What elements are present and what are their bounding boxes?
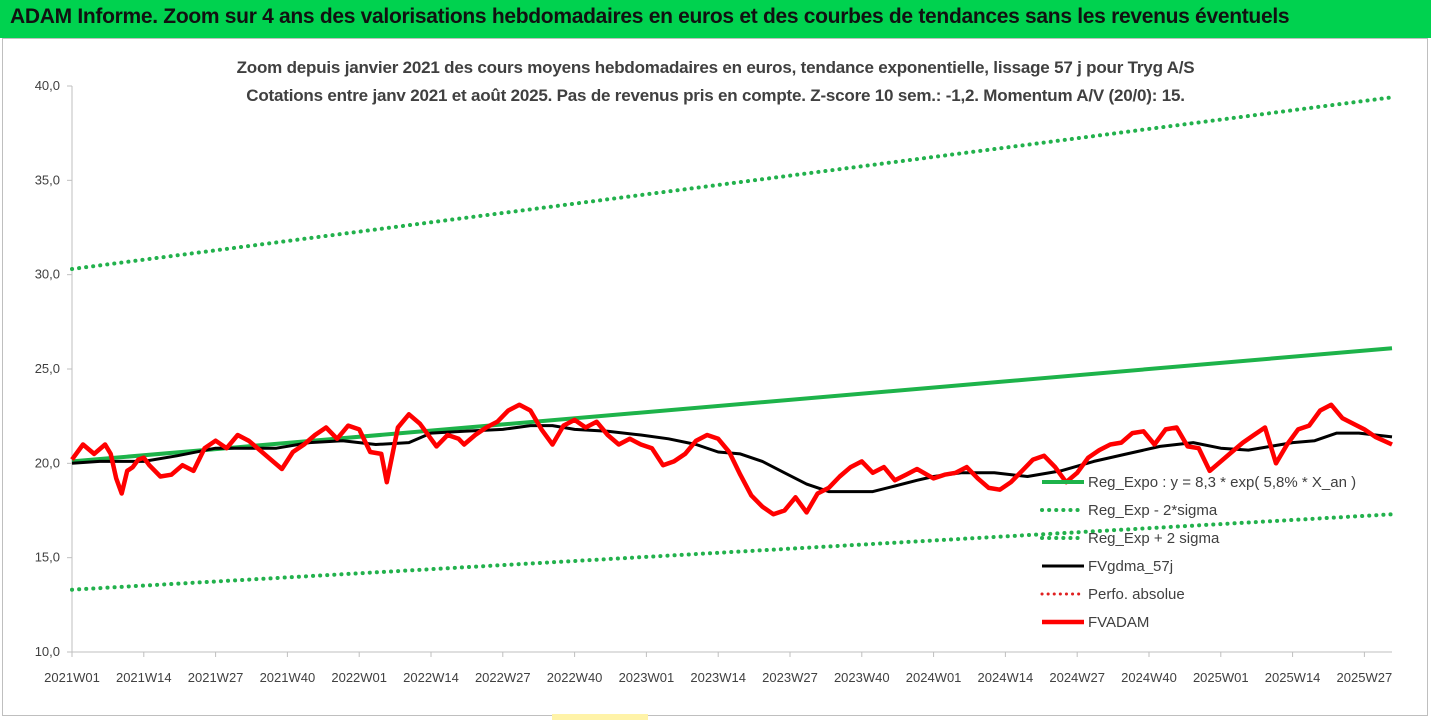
x-tick-label: 2021W14	[116, 670, 172, 685]
x-tick-label: 2025W01	[1193, 670, 1249, 685]
x-tick-label: 2023W27	[762, 670, 818, 685]
title-banner: ADAM Informe. Zoom sur 4 ans des valoris…	[0, 0, 1431, 38]
series-line-reg-exp-2-sigma	[70, 95, 1394, 271]
x-tick-label: 2025W27	[1337, 670, 1393, 685]
series-line-reg-exp-2-sigma	[70, 512, 1394, 592]
x-tick-label: 2023W01	[619, 670, 675, 685]
x-tick-label: 2023W14	[690, 670, 746, 685]
y-tick-label: 25,0	[35, 361, 60, 376]
y-tick-label: 10,0	[35, 644, 60, 659]
x-tick-label: 2022W27	[475, 670, 531, 685]
chart-frame	[2, 38, 1428, 716]
y-tick-label: 40,0	[35, 78, 60, 93]
y-tick-label: 35,0	[35, 172, 60, 187]
x-tick-label: 2023W40	[834, 670, 890, 685]
x-tick-label: 2025W14	[1265, 670, 1321, 685]
x-tick-label: 2024W27	[1049, 670, 1105, 685]
x-tick-label: 2024W40	[1121, 670, 1177, 685]
legend-entry: Reg_Exp - 2*sigma	[1088, 502, 1218, 519]
legend-entry: FVgdma_57j	[1088, 558, 1173, 575]
legend-entry: Reg_Exp + 2 sigma	[1088, 530, 1220, 547]
chart-subtitle: Cotations entre janv 2021 et août 2025. …	[246, 86, 1185, 105]
x-tick-label: 2021W27	[188, 670, 244, 685]
legend-entry: Reg_Expo : y = 8,3 * exp( 5,8% * X_an )	[1088, 474, 1356, 491]
series-line-fvadam	[70, 402, 1393, 517]
y-tick-label: 15,0	[35, 550, 60, 565]
x-tick-label: 2021W40	[260, 670, 316, 685]
x-tick-label: 2022W40	[547, 670, 603, 685]
x-tick-label: 2022W01	[331, 670, 387, 685]
y-tick-label: 30,0	[35, 267, 60, 282]
sheet-tab-marker	[552, 714, 648, 720]
series-line-reg-expo-y-8-3-exp-5-8-x-an	[71, 346, 1393, 464]
y-tick-label: 20,0	[35, 455, 60, 470]
report-title: ADAM Informe. Zoom sur 4 ans des valoris…	[10, 5, 1290, 28]
x-tick-label: 2021W01	[44, 670, 100, 685]
chart-title: Zoom depuis janvier 2021 des cours moyen…	[236, 58, 1195, 77]
legend-entry: FVADAM	[1088, 614, 1149, 631]
x-tick-label: 2024W14	[978, 670, 1034, 685]
x-tick-label: 2022W14	[403, 670, 459, 685]
legend-entry: Perfo. absolue	[1088, 586, 1185, 603]
x-tick-label: 2024W01	[906, 670, 962, 685]
